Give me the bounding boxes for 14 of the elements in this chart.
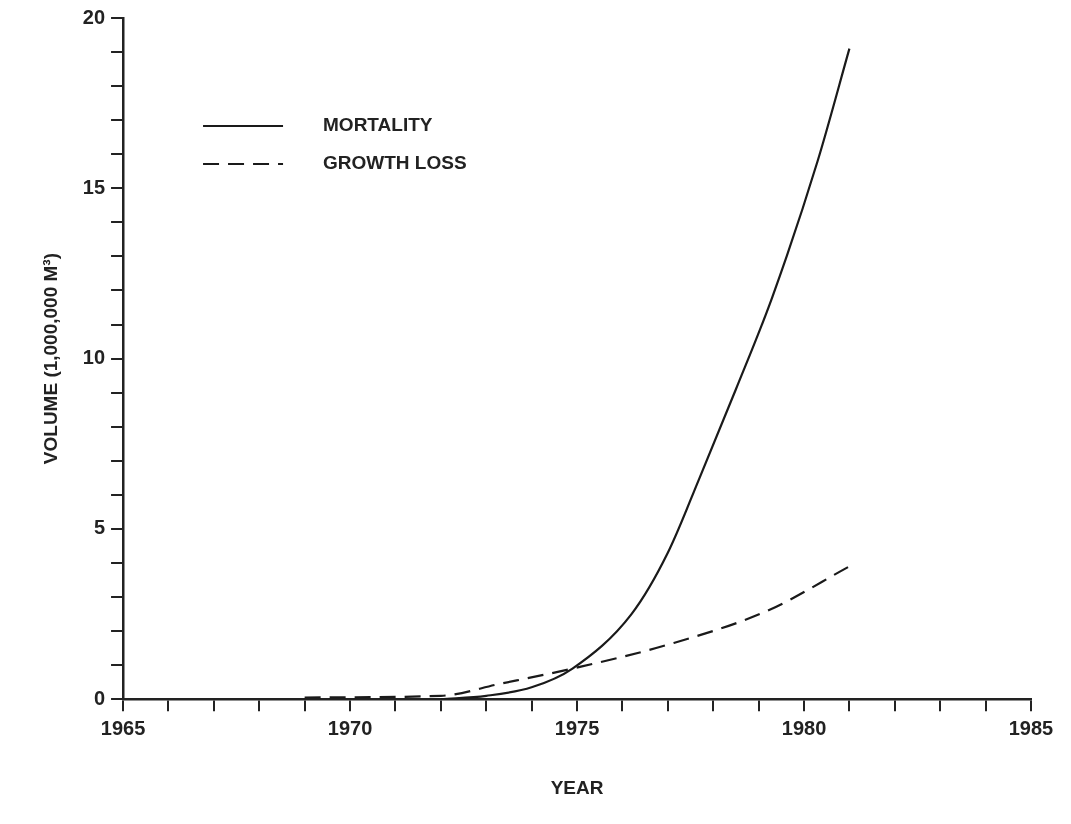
x-tick-label: 1985 [1008, 716, 1054, 739]
legend-label: GROWTH LOSS [323, 152, 467, 174]
legend-label: MORTALITY [323, 114, 433, 136]
x-tick-label: 1980 [781, 716, 827, 739]
y-tick-label: 0 [93, 686, 106, 709]
x-tick-label: 1965 [100, 716, 146, 739]
y-axis-title: VOLUME (1,000,000 M³) [39, 253, 61, 465]
x-tick-label: 1975 [554, 716, 600, 739]
x-axis-title: YEAR [550, 776, 604, 798]
y-tick-label: 20 [82, 5, 106, 28]
y-tick-label: 15 [82, 175, 106, 198]
y-tick-label: 5 [93, 516, 106, 539]
x-tick-label: 1970 [327, 716, 373, 739]
y-tick-label: 10 [82, 346, 106, 369]
